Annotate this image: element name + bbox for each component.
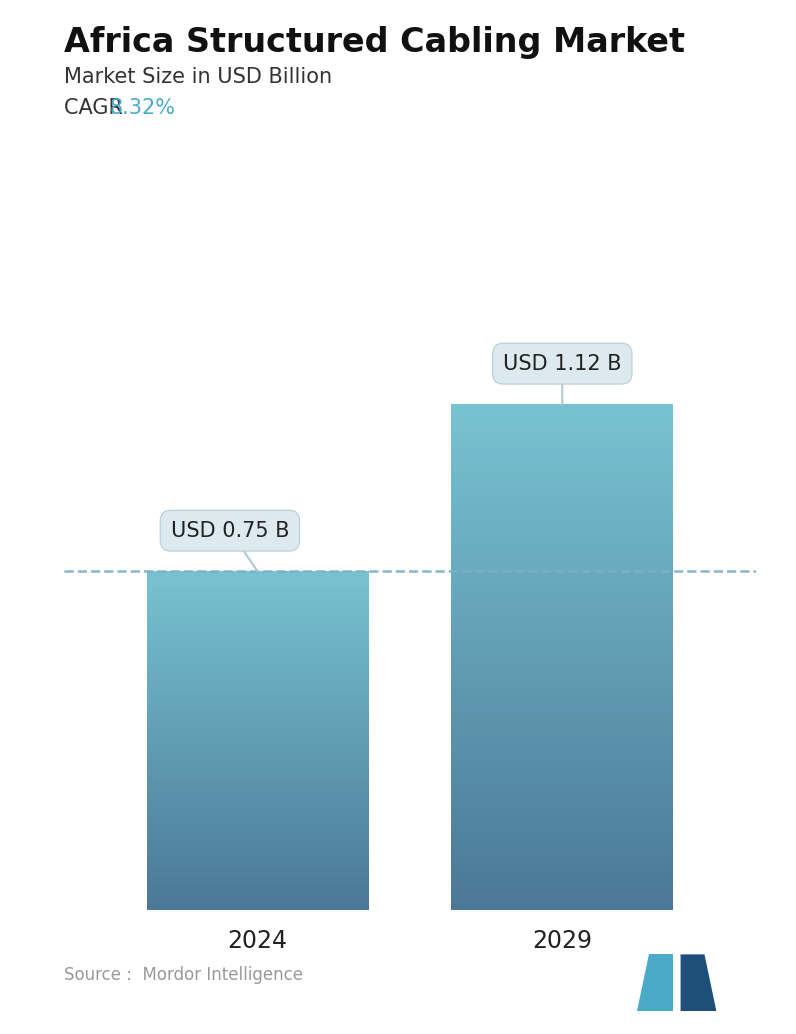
Text: Source :  Mordor Intelligence: Source : Mordor Intelligence <box>64 967 302 984</box>
Polygon shape <box>637 954 673 1011</box>
Text: USD 0.75 B: USD 0.75 B <box>170 521 289 572</box>
Text: Africa Structured Cabling Market: Africa Structured Cabling Market <box>64 26 685 59</box>
Polygon shape <box>681 954 716 1011</box>
Text: 8.32%: 8.32% <box>110 98 176 118</box>
Text: Market Size in USD Billion: Market Size in USD Billion <box>64 67 332 87</box>
Text: CAGR: CAGR <box>64 98 129 118</box>
Text: USD 1.12 B: USD 1.12 B <box>503 354 622 404</box>
